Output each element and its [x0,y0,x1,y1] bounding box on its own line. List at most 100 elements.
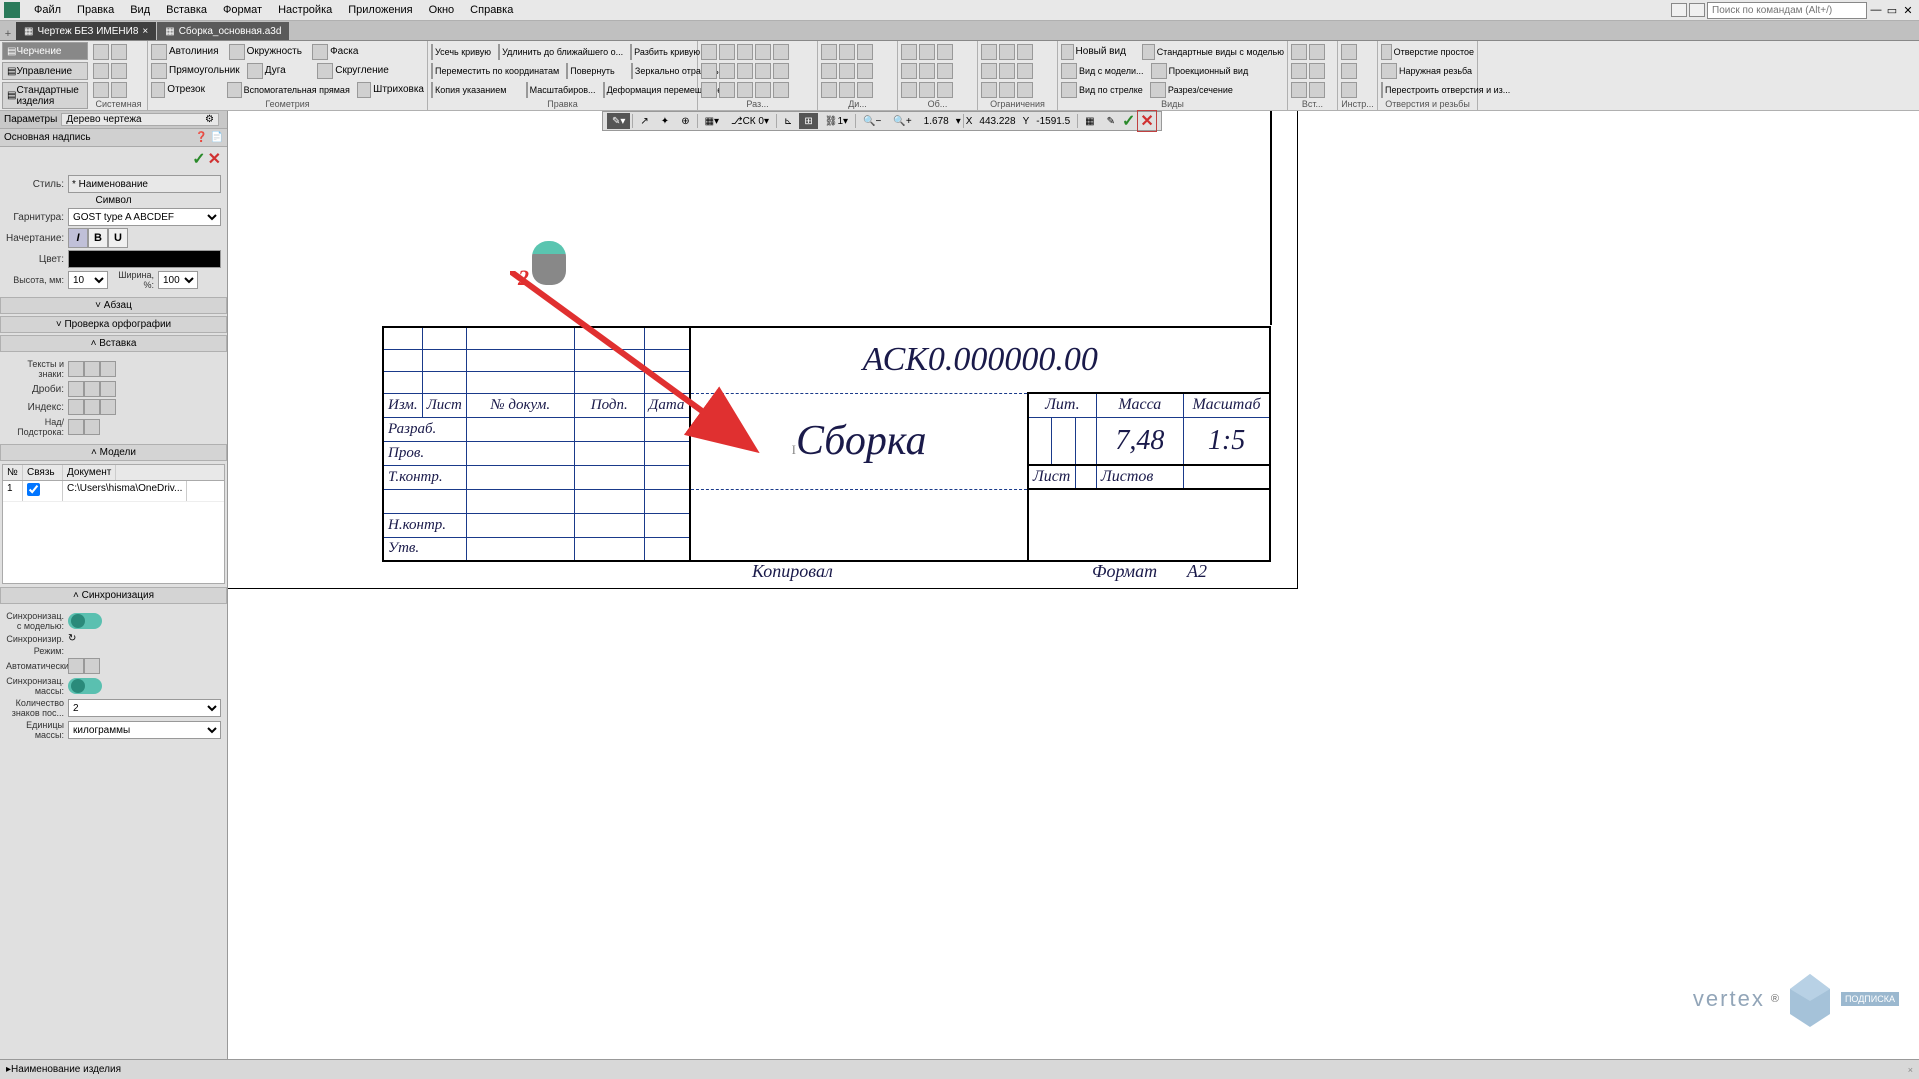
ctb-zoomout[interactable]: 🔍− [858,113,886,129]
sync-mass-toggle[interactable] [68,678,102,694]
tb-mashtab-v[interactable]: 1:5 [1183,417,1270,465]
dim-i12[interactable] [719,82,735,98]
dim-i7[interactable] [719,63,735,79]
newview-icon[interactable] [1061,44,1074,60]
ctb-ortho[interactable]: ⊾ [779,113,797,129]
dim-i3[interactable] [737,44,753,60]
ctb-grid[interactable]: ▦▾ [700,113,724,129]
minimize-btn[interactable]: — [1869,4,1883,16]
stdviews-icon[interactable] [1142,44,1155,60]
chamfer-icon[interactable] [312,44,328,60]
ob-i9[interactable] [937,82,953,98]
menu-edit[interactable]: Правка [69,1,122,19]
ctb-i2[interactable]: ✦ [656,113,674,129]
move-icon[interactable] [431,63,433,79]
dim-i13[interactable] [737,82,753,98]
mode-manage[interactable]: ▤ Управление [2,62,88,80]
txt-i3[interactable] [100,361,116,377]
row-link-check[interactable] [27,483,40,496]
de-i3[interactable] [857,44,873,60]
section-icon[interactable] [1150,82,1166,98]
vst-i4[interactable] [1309,63,1325,79]
fillet-icon[interactable] [317,63,333,79]
ctb-i1[interactable]: ↗ [635,113,653,129]
tab-1[interactable]: ▦Чертеж БЕЗ ИМЕНИ8× [16,22,156,40]
panel-tab-tree[interactable]: Дерево чертежа ⚙ [61,113,219,126]
de-i8[interactable] [839,82,855,98]
tb-code[interactable]: АСК0.000000.00 [690,327,1270,393]
tab-2[interactable]: ▦Сборка_основная.a3d [157,22,289,40]
width-select[interactable]: 100 [158,271,198,289]
modelview-icon[interactable] [1061,63,1077,79]
command-search[interactable] [1707,2,1867,19]
dim-i5[interactable] [773,44,789,60]
ins-i3[interactable] [1341,82,1357,98]
units-select[interactable]: килограммы [68,721,221,739]
vst-i3[interactable] [1291,63,1307,79]
ctb-cancel[interactable]: ✕ [1137,110,1156,132]
de-i6[interactable] [857,63,873,79]
ctb-step[interactable]: ⛓ 1 ▾ [820,113,853,129]
rotate-icon[interactable] [566,63,568,79]
sys-icon-5[interactable] [93,82,109,98]
panel-tab-params[interactable]: Параметры [4,114,57,125]
menu-help[interactable]: Справка [462,1,521,19]
circle-icon[interactable] [229,44,245,60]
sec-abzac[interactable]: ˅ Абзац [0,297,227,314]
idx-i1[interactable] [68,399,84,415]
vst-i2[interactable] [1309,44,1325,60]
sec-sync[interactable]: ˄ Синхронизация [0,587,227,604]
ob-i1[interactable] [901,44,917,60]
mirror-icon[interactable] [631,63,633,79]
ctb-zoom-val[interactable]: 1.678 [919,113,954,129]
autoline-icon[interactable] [151,44,167,60]
ob-i3[interactable] [937,44,953,60]
frac-i2[interactable] [84,381,100,397]
digits-select[interactable]: 2 [68,699,221,717]
txt-i2[interactable] [84,361,100,377]
con-i8[interactable] [999,82,1015,98]
auxline-icon[interactable] [227,82,241,98]
con-i4[interactable] [981,63,997,79]
ins-i2[interactable] [1341,63,1357,79]
color-select[interactable] [68,250,221,268]
de-i2[interactable] [839,44,855,60]
ctb-zoomin[interactable]: 🔍+ [888,113,916,129]
canvas[interactable]: ✎▾ ↗ ✦ ⊕ ▦▾ ⎇ СК 0 ▾ ⊾ ⊞ ⛓ 1 ▾ 🔍− 🔍+ 1.6… [228,111,1919,1059]
ctb-ok[interactable]: ✓ [1122,111,1135,131]
menu-apps[interactable]: Приложения [340,1,420,19]
vst-i6[interactable] [1309,82,1325,98]
ctb-i3[interactable]: ⊕ [676,113,694,129]
underline-btn[interactable]: U [108,228,128,248]
sys-icon-6[interactable] [111,82,127,98]
ob-i4[interactable] [901,63,917,79]
arc-icon[interactable] [247,63,263,79]
rect-icon[interactable] [151,63,167,79]
sync-refresh-icon[interactable]: ↻ [68,633,76,644]
menu-format[interactable]: Формат [215,1,270,19]
dim-i11[interactable] [701,82,717,98]
dim-i8[interactable] [737,63,753,79]
auto-i2[interactable] [84,658,100,674]
dim-i9[interactable] [755,63,771,79]
ob-i6[interactable] [937,63,953,79]
con-i5[interactable] [999,63,1015,79]
sys-icon-2[interactable] [111,44,127,60]
font-select[interactable]: GOST type A ABCDEF [68,208,221,226]
sup-i1[interactable] [68,419,84,435]
segment-icon[interactable] [151,82,165,98]
ob-i2[interactable] [919,44,935,60]
de-i9[interactable] [857,82,873,98]
sys-icon-3[interactable] [93,63,109,79]
ob-i8[interactable] [919,82,935,98]
rebuild-icon[interactable] [1381,82,1383,98]
hatch-icon[interactable] [357,82,371,98]
dim-i10[interactable] [773,63,789,79]
frac-i1[interactable] [68,381,84,397]
ins-i1[interactable] [1341,44,1357,60]
dim-i14[interactable] [755,82,771,98]
tab-add[interactable]: + [0,28,16,40]
de-i4[interactable] [821,63,837,79]
close-btn[interactable]: ✕ [1901,4,1915,17]
menu-view[interactable]: Вид [122,1,158,19]
